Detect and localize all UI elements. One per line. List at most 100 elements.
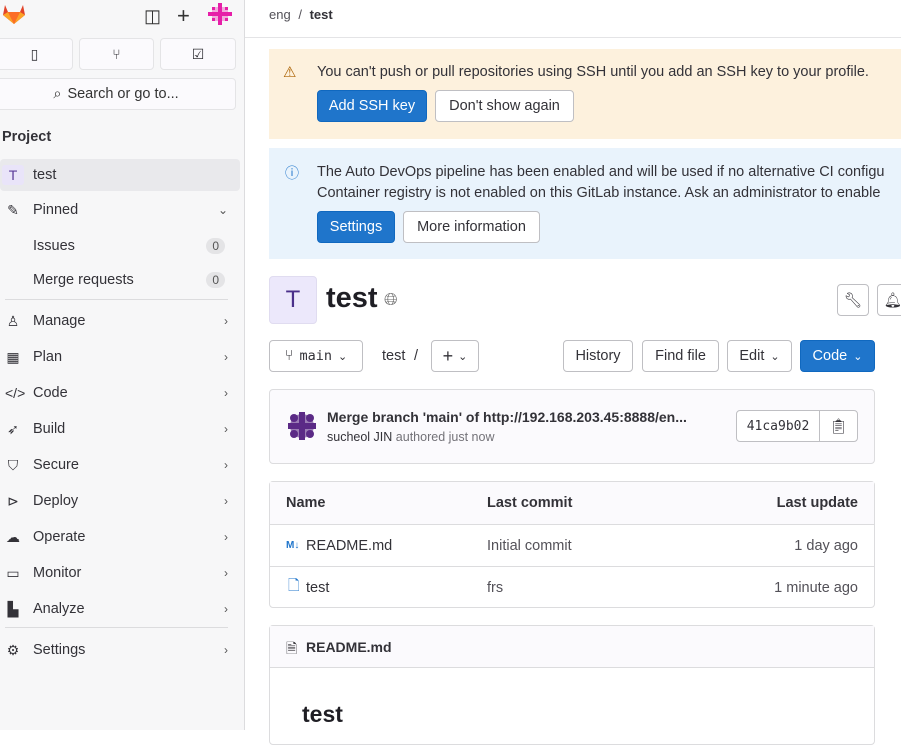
sidebar-item-code[interactable]: </> Code › (5, 385, 228, 401)
section-title: Project (2, 129, 52, 145)
project-avatar: T (269, 276, 317, 324)
merge-request-icon: ⑂ (112, 46, 121, 62)
globe-icon: 🌐︎ (384, 290, 398, 309)
author-avatar (288, 412, 316, 440)
search-icon: ⌕ (53, 86, 62, 102)
gitlab-logo-icon[interactable] (2, 3, 26, 25)
edit-dropdown[interactable]: Edit ⌄ (727, 340, 792, 372)
gear-icon: ⚙ (6, 641, 20, 658)
sidebar-item-merge-requests[interactable]: Merge requests 0 (0, 264, 234, 296)
chevron-down-icon: ⌄ (338, 350, 348, 363)
file-last-commit[interactable]: Initial commit (487, 537, 572, 554)
sidebar-item-deploy[interactable]: ⊳ Deploy › (0, 485, 240, 517)
chevron-right-icon: › (224, 422, 228, 436)
table-row[interactable]: M↓ README.md Initial commit 1 day ago (270, 524, 874, 566)
breadcrumb-group[interactable]: eng (269, 7, 291, 22)
chevron-right-icon: › (224, 602, 228, 616)
add-file-dropdown[interactable]: + ⌄ (431, 340, 479, 372)
issues-count: 0 (206, 238, 225, 254)
file-icon: 🗎︎ (286, 640, 298, 656)
chart-icon: ▙ (7, 600, 19, 617)
chevron-right-icon: › (224, 386, 228, 400)
sidebar-item-monitor[interactable]: ▭ Monitor › (6, 564, 228, 582)
notifications-button[interactable]: 🔔︎ (877, 284, 901, 316)
divider (5, 299, 228, 300)
calendar-icon: ▦ (6, 348, 20, 365)
breadcrumb-project[interactable]: test (309, 7, 333, 22)
settings-wrench-button[interactable]: 🔧︎ (837, 284, 869, 316)
last-commit-card: Merge branch 'main' of http://192.168.20… (269, 389, 875, 464)
table-header: Name Last commit Last update (270, 482, 874, 524)
copy-sha-button[interactable]: 📋︎ (819, 410, 858, 442)
more-information-button[interactable]: More information (403, 211, 540, 243)
commit-author[interactable]: sucheol JIN (327, 430, 393, 444)
bell-icon: 🔔︎ (883, 292, 901, 309)
search-button[interactable]: ⌕ Search or go to... (0, 78, 236, 110)
commit-title[interactable]: Merge branch 'main' of http://192.168.20… (327, 409, 687, 425)
issues-icon: ▯ (30, 45, 39, 62)
chevron-down-icon: ⌄ (217, 203, 228, 217)
sidebar-item-analyze[interactable]: ▙ Analyze › (0, 593, 240, 625)
chevron-right-icon: › (224, 314, 228, 328)
wrench-icon: 🔧︎ (843, 292, 863, 309)
dont-show-again-button[interactable]: Don't show again (435, 90, 574, 122)
chevron-right-icon: › (224, 530, 228, 544)
sidebar-toggle-icon[interactable]: ◫ (144, 6, 162, 26)
sidebar-item-settings[interactable]: ⚙ Settings › (6, 641, 228, 659)
readme-card: 🗎︎ README.md test (269, 625, 875, 745)
code-dropdown[interactable]: Code ⌄ (800, 340, 875, 372)
deploy-icon: ⊳ (7, 492, 19, 509)
sidebar-item-build[interactable]: ➶ Build › (0, 413, 240, 445)
markdown-icon: M↓ (286, 540, 300, 551)
plus-icon[interactable]: + (177, 3, 190, 28)
plus-icon: + (442, 345, 454, 366)
file-icon: 🗋︎ (288, 578, 300, 594)
settings-button[interactable]: Settings (317, 211, 395, 243)
branch-selector[interactable]: ⑂ main ⌄ (269, 340, 363, 372)
code-icon: </> (5, 385, 26, 401)
chevron-right-icon: › (224, 494, 228, 508)
shield-icon: ⛉ (7, 456, 19, 473)
sidebar-item-pinned[interactable]: ✎ Pinned ⌄ (0, 194, 240, 226)
monitor-icon: ▭ (6, 564, 20, 581)
merge-requests-nav-button[interactable]: ⑂ (79, 38, 154, 70)
issues-nav-button[interactable]: ▯ (0, 38, 73, 70)
clipboard-icon: 📋︎ (829, 418, 848, 435)
sidebar-item-secure[interactable]: ⛉ Secure › (0, 449, 240, 481)
find-file-button[interactable]: Find file (642, 340, 719, 372)
chevron-down-icon: ⌄ (458, 350, 468, 363)
file-name[interactable]: test (306, 579, 330, 596)
path-root[interactable]: test (382, 348, 406, 364)
sidebar-item-plan[interactable]: ▦ Plan › (6, 348, 228, 366)
chevron-right-icon: › (224, 350, 228, 364)
project-avatar: T (2, 165, 24, 185)
user-avatar[interactable] (208, 3, 232, 25)
file-last-commit[interactable]: frs (487, 579, 504, 596)
table-row[interactable]: 🗋︎ test frs 1 minute ago (270, 566, 874, 608)
sidebar-item-manage[interactable]: ♙ Manage › (6, 312, 228, 330)
commit-sha[interactable]: 41ca9b02 (736, 410, 820, 442)
chevron-right-icon: › (224, 643, 228, 657)
cloud-icon: ☁ (6, 528, 20, 545)
merge-requests-count: 0 (206, 272, 225, 288)
rocket-icon: ➶ (7, 420, 19, 437)
pin-icon: ✎ (7, 201, 19, 218)
readme-heading: test (302, 701, 343, 727)
chevron-right-icon: › (224, 566, 228, 580)
warning-icon: ⚠ (283, 64, 297, 81)
add-ssh-key-button[interactable]: Add SSH key (317, 90, 427, 122)
readme-filename[interactable]: README.md (306, 639, 392, 655)
page-title: test (326, 282, 378, 314)
sidebar-item-issues[interactable]: Issues 0 (0, 230, 234, 262)
sidebar-item-operate[interactable]: ☁ Operate › (6, 528, 228, 546)
file-name[interactable]: README.md (306, 537, 393, 554)
file-table: Name Last commit Last update M↓ README.m… (269, 481, 875, 608)
info-icon: ⓘ (285, 165, 299, 181)
breadcrumb: eng / test (269, 7, 333, 22)
todos-nav-button[interactable]: ☑ (160, 38, 236, 70)
chevron-right-icon: › (224, 458, 228, 472)
todo-icon: ☑ (191, 45, 205, 62)
history-button[interactable]: History (563, 340, 633, 372)
